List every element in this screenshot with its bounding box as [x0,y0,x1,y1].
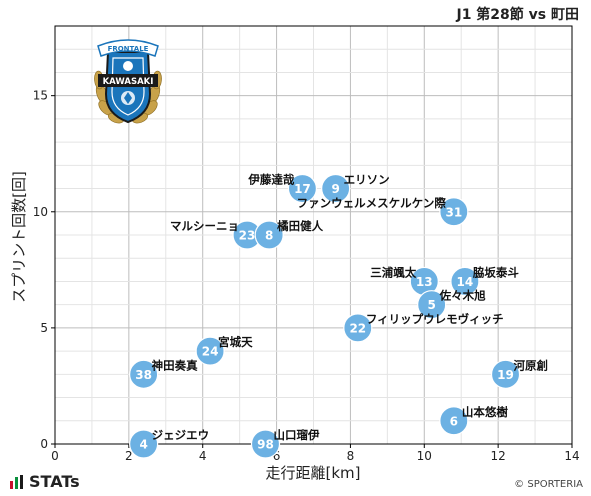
point-marker [450,266,480,297]
data-point: 4 ジェジエウ [129,428,210,459]
point-number: 31 [445,205,462,219]
point-marker [129,429,159,459]
point-number: 22 [349,321,366,335]
point-player-name: 河原創 [514,358,549,372]
data-point: 6 山本悠樹 [439,405,508,436]
point-number: 38 [135,368,152,382]
y-axis-label: スプリント回数[回] [10,171,28,303]
point-number: 14 [457,275,474,289]
kawasaki-frontale-crest: FRONTALE KAWASAKI [94,39,162,124]
point-marker [439,197,469,227]
point-marker [287,173,318,204]
point-marker [417,290,447,320]
point-number: 19 [497,368,514,382]
point-player-name: マルシーニョ [170,219,239,233]
point-marker [490,359,521,389]
x-axis-label: 走行距離[km] [265,464,360,482]
point-marker [439,406,469,436]
point-number: 13 [416,275,433,289]
x-tick-label: 2 [125,449,133,463]
point-player-name: 三浦颯太 [370,265,416,279]
x-tick-label: 8 [347,449,355,463]
y-tick-label: 15 [33,89,48,103]
point-marker [343,313,373,343]
point-player-name: 山口瑠伊 [273,428,319,442]
point-player-name: 橘田健人 [276,219,323,233]
point-number: 24 [202,345,219,359]
point-player-name: 宮城天 [218,335,253,349]
point-number: 98 [257,438,274,452]
point-player-name: 伊藤達哉 [247,173,294,187]
point-player-name: 山本悠樹 [462,405,508,419]
point-marker [250,429,281,459]
point-number: 4 [139,438,147,452]
point-player-name: ファンウェルメスケルケン際 [297,196,447,210]
y-tick-label: 10 [33,205,48,219]
point-marker [254,220,284,250]
crest-top-text: FRONTALE [108,45,149,53]
data-points: 17伊藤達哉9エリソン31ファンウェルメスケルケン際23マルシーニョ8橘田健人1… [129,173,549,459]
data-point: 5 佐々木旭 [417,289,486,320]
copyright: © SPORTERIA [514,479,583,490]
x-tick-label: 0 [51,449,59,463]
point-marker [321,173,351,204]
x-tick-label: 12 [491,449,506,463]
x-tick-label: 10 [417,449,432,463]
x-tick-label: 14 [564,449,579,463]
point-number: 23 [239,229,256,243]
x-tick-label: 6 [273,449,281,463]
stats-logo-icon [10,474,23,489]
y-tick-label: 0 [40,437,48,451]
point-marker [129,359,159,389]
x-tick-label: 4 [199,449,207,463]
point-number: 6 [450,414,458,428]
point-marker [195,336,225,366]
point-number: 9 [331,182,339,196]
y-tick-label: 5 [40,321,48,335]
point-player-name: 神田奏真 [152,358,198,372]
stats-brand-text: STATs [29,472,80,491]
chart-title: J1 第28節 vs 町田 [456,7,579,23]
point-player-name: 佐々木旭 [439,289,486,303]
point-number: 17 [294,182,311,196]
point-number: 8 [265,229,273,243]
point-number: 5 [427,298,435,312]
point-player-name: エリソン [344,173,390,187]
plot-frame [54,25,573,445]
stats-brand: STATs [10,472,80,491]
point-player-name: 脇坂泰斗 [473,265,519,279]
point-player-name: フィリップウレモヴィッチ [366,312,504,326]
point-player-name: ジェジエウ [152,428,210,442]
crest-main-text: KAWASAKI [103,77,154,87]
data-point: 9 エリソン [321,173,390,204]
